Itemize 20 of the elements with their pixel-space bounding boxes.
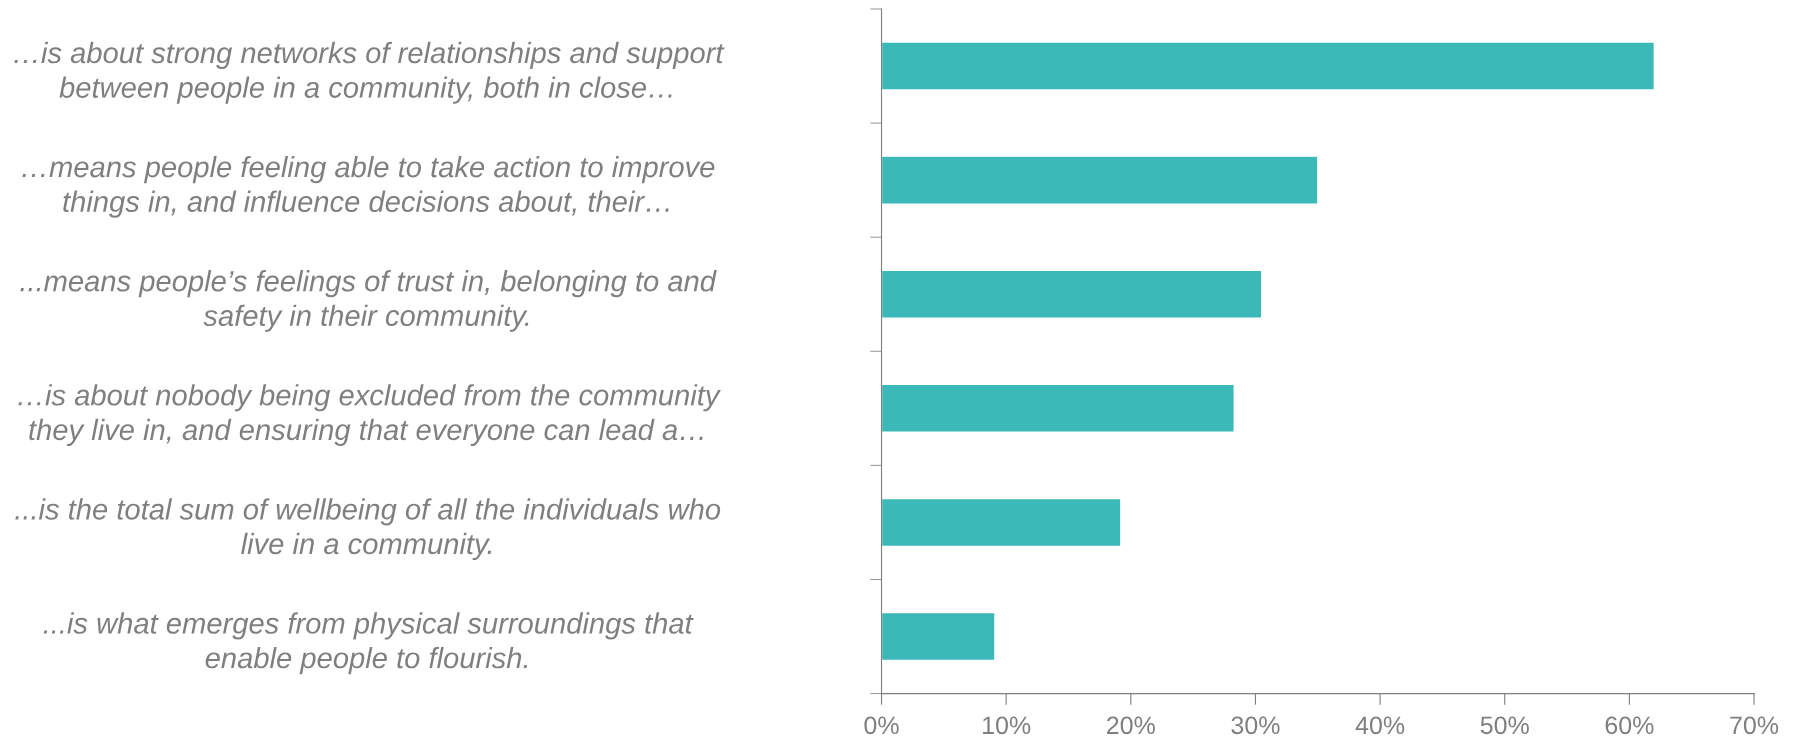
bar <box>881 155 1319 205</box>
bar <box>881 497 1122 548</box>
y-tick-label: ...is the total sum of wellbeing of all the individuals who live in a community. <box>15 498 721 561</box>
x-tick-label: 30% <box>1231 716 1280 735</box>
bar <box>881 41 1656 91</box>
bar <box>881 383 1235 433</box>
x-tick-label: 0% <box>864 716 899 735</box>
y-tick-label: …means people feeling able to take action to improve things in, and influence decisions about, their… <box>22 155 715 218</box>
x-tick-label: 70% <box>1730 716 1779 735</box>
x-tick-label: 60% <box>1605 716 1654 735</box>
y-tick-label: ...means people’s feelings of trust in, belonging to and safety in their community. <box>20 270 717 332</box>
y-tick-label: …is about strong networks of relationships and support between people in a community, both in close… <box>14 41 725 104</box>
y-tick-label: ...is what emerges from physical surroundings that enable people to flourish. <box>43 612 694 675</box>
x-tick-label: 50% <box>1480 716 1529 735</box>
bar <box>881 611 996 662</box>
x-tick-label: 20% <box>1107 716 1155 735</box>
y-tick-label: …is about nobody being excluded from the community they live in, and ensuring that everyone can lead a… <box>18 384 721 446</box>
x-tick-label: 10% <box>983 716 1031 735</box>
bar <box>881 269 1263 319</box>
x-tick-label: 40% <box>1355 716 1405 735</box>
